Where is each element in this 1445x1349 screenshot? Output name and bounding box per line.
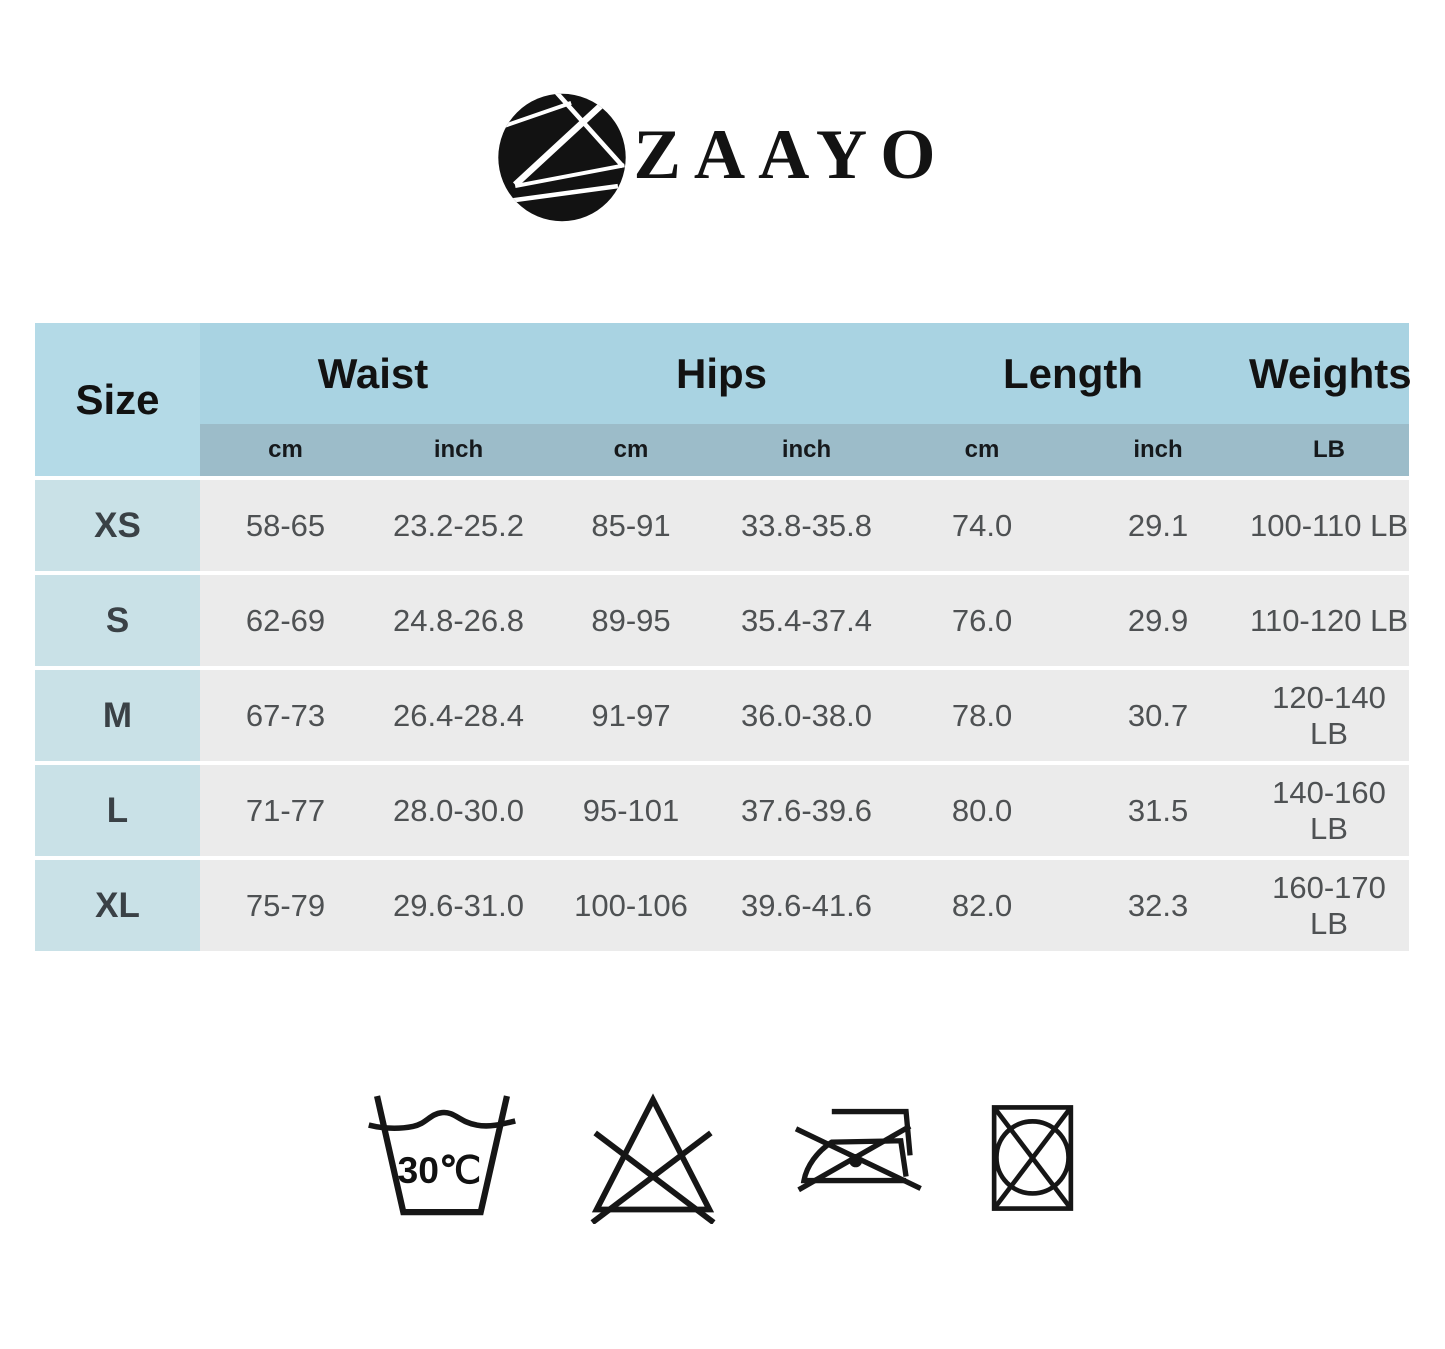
measurement-cell: 74.0 bbox=[897, 476, 1068, 571]
subheader-length-cm: cm bbox=[897, 424, 1068, 476]
measurement-cell: 140-160 LB bbox=[1249, 761, 1410, 856]
measurement-cell: 89-95 bbox=[546, 571, 716, 666]
group-header-hips: Hips bbox=[546, 323, 898, 424]
measurement-cell: 23.2-25.2 bbox=[371, 476, 546, 571]
size-row-label: L bbox=[35, 761, 200, 856]
measurement-cell: 36.0-38.0 bbox=[716, 666, 898, 761]
measurement-cell: 85-91 bbox=[546, 476, 716, 571]
brand-logo: ZAAYO bbox=[0, 0, 1445, 223]
measurement-cell: 62-69 bbox=[200, 571, 371, 666]
table-row: XS 58-65 23.2-25.2 85-91 33.8-35.8 74.0 … bbox=[35, 476, 1410, 571]
brand-logo-icon bbox=[497, 93, 626, 222]
measurement-cell: 91-97 bbox=[546, 666, 716, 761]
do-not-iron-icon bbox=[794, 1108, 922, 1192]
measurement-cell: 35.4-37.4 bbox=[716, 571, 898, 666]
group-header-waist: Waist bbox=[200, 323, 546, 424]
measurement-cell: 31.5 bbox=[1067, 761, 1250, 856]
measurement-cell: 30.7 bbox=[1067, 666, 1250, 761]
measurement-cell: 39.6-41.6 bbox=[716, 856, 898, 951]
subheader-hips-inch: inch bbox=[716, 424, 898, 476]
care-instructions: 30℃ bbox=[0, 1089, 1445, 1226]
group-header-weights: Weights bbox=[1249, 323, 1412, 424]
do-not-tumble-dry-icon bbox=[991, 1104, 1074, 1211]
subheader-hips-cm: cm bbox=[546, 424, 716, 476]
subheader-length-inch: inch bbox=[1067, 424, 1250, 476]
measurement-cell: 29.9 bbox=[1067, 571, 1250, 666]
measurement-cell: 32.3 bbox=[1067, 856, 1250, 951]
measurement-cell: 26.4-28.4 bbox=[371, 666, 546, 761]
measurement-cell: 37.6-39.6 bbox=[716, 761, 898, 856]
size-row-label: M bbox=[35, 666, 200, 761]
measurement-cell: 100-106 bbox=[546, 856, 716, 951]
machine-wash-30c-icon: 30℃ bbox=[368, 1095, 516, 1216]
measurement-cell: 110-120 LB bbox=[1249, 571, 1410, 666]
table-row: S 62-69 24.8-26.8 89-95 35.4-37.4 76.0 2… bbox=[35, 571, 1410, 666]
wash-temperature-label: 30℃ bbox=[398, 1149, 481, 1191]
measurement-cell: 75-79 bbox=[200, 856, 371, 951]
group-header-length: Length bbox=[897, 323, 1250, 424]
size-column-header: Size bbox=[35, 323, 200, 476]
measurement-cell: 78.0 bbox=[897, 666, 1068, 761]
measurement-cell: 71-77 bbox=[200, 761, 371, 856]
subheader-waist-cm: cm bbox=[200, 424, 371, 476]
measurement-cell: 100-110 LB bbox=[1249, 476, 1410, 571]
measurement-cell: 24.8-26.8 bbox=[371, 571, 546, 666]
subheader-waist-inch: inch bbox=[371, 424, 546, 476]
size-row-label: XL bbox=[35, 856, 200, 951]
table-row: M 67-73 26.4-28.4 91-97 36.0-38.0 78.0 3… bbox=[35, 666, 1410, 761]
size-row-label: S bbox=[35, 571, 200, 666]
subheader-weights-lb: LB bbox=[1249, 424, 1410, 476]
measurement-cell: 95-101 bbox=[546, 761, 716, 856]
size-row-label: XS bbox=[35, 476, 200, 571]
measurement-cell: 82.0 bbox=[897, 856, 1068, 951]
measurement-cell: 29.6-31.0 bbox=[371, 856, 546, 951]
size-chart-table: Size Waist Hips Length Weights cm inch c… bbox=[35, 323, 1412, 951]
brand-name: ZAAYO bbox=[633, 116, 949, 194]
measurement-cell: 58-65 bbox=[200, 476, 371, 571]
table-row: L 71-77 28.0-30.0 95-101 37.6-39.6 80.0 … bbox=[35, 761, 1410, 856]
table-row: XL 75-79 29.6-31.0 100-106 39.6-41.6 82.… bbox=[35, 856, 1410, 951]
measurement-cell: 33.8-35.8 bbox=[716, 476, 898, 571]
measurement-cell: 160-170 LB bbox=[1249, 856, 1410, 951]
do-not-bleach-icon bbox=[590, 1093, 716, 1224]
measurement-cell: 29.1 bbox=[1067, 476, 1250, 571]
measurement-cell: 28.0-30.0 bbox=[371, 761, 546, 856]
measurement-cell: 76.0 bbox=[897, 571, 1068, 666]
measurement-cell: 67-73 bbox=[200, 666, 371, 761]
measurement-cell: 120-140 LB bbox=[1249, 666, 1410, 761]
measurement-cell: 80.0 bbox=[897, 761, 1068, 856]
